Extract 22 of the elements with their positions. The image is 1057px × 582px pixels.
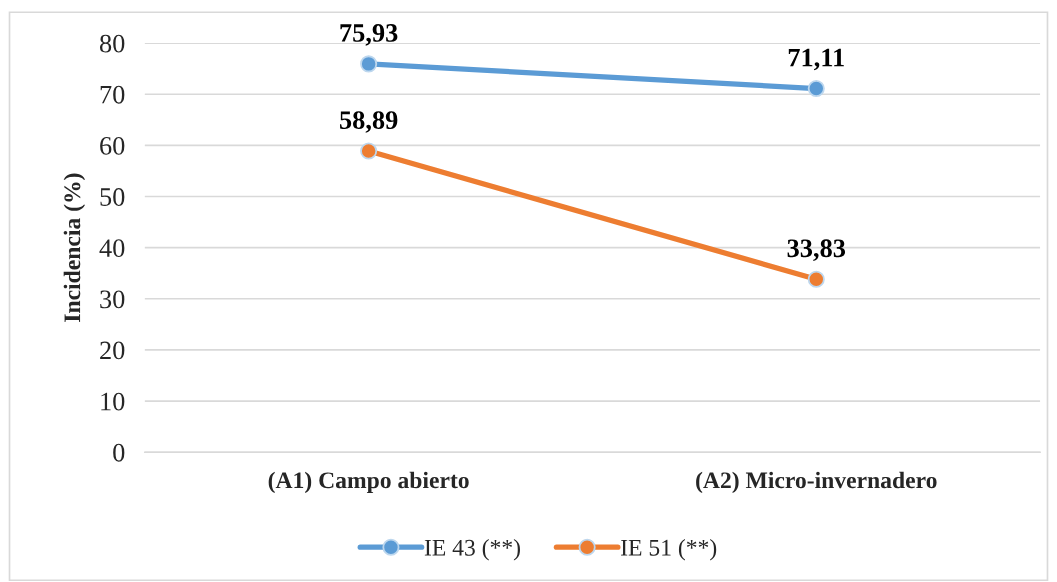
point xyxy=(807,79,825,98)
data-label: 58,89 xyxy=(340,111,398,133)
point xyxy=(807,270,825,288)
y-tick-label: 80 xyxy=(99,34,125,53)
legend-label: IE 51 (**) xyxy=(621,539,717,561)
y-tick-label: 60 xyxy=(100,136,125,155)
x-tick-label: (A2) Micro-invernadero xyxy=(696,471,937,494)
y-tick-label: 40 xyxy=(99,239,125,258)
data-label: 71,11 xyxy=(788,48,844,71)
point xyxy=(360,142,378,160)
y-tick-label: 10 xyxy=(101,392,125,411)
legend-label: IE 43 (**) xyxy=(424,539,520,561)
y-tick-label: 0 xyxy=(113,443,125,462)
y-axis-title: Incidencia (%) xyxy=(63,173,86,322)
point xyxy=(360,55,378,73)
data-label: 33,83 xyxy=(787,239,846,261)
y-tick-label: 30 xyxy=(100,290,125,309)
y-tick-label: 50 xyxy=(100,188,125,206)
data-label: 75,93 xyxy=(340,24,398,46)
y-tick-label: 20 xyxy=(100,341,125,360)
y-tick-label: 70 xyxy=(100,85,125,104)
x-tick-label: (A1) Campo abierto xyxy=(268,471,469,494)
